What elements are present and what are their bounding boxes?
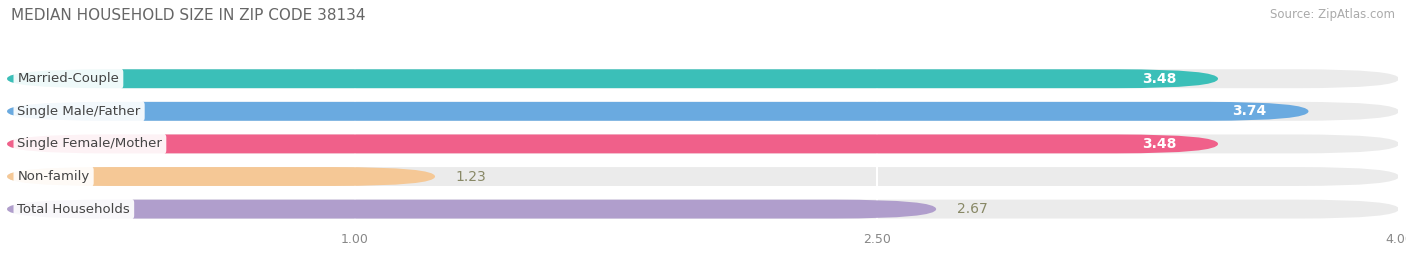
FancyBboxPatch shape <box>7 102 1399 121</box>
Text: Single Female/Mother: Single Female/Mother <box>17 137 162 150</box>
FancyBboxPatch shape <box>7 69 1218 88</box>
FancyBboxPatch shape <box>7 200 936 218</box>
Text: 3.48: 3.48 <box>1142 72 1177 86</box>
FancyBboxPatch shape <box>7 167 434 186</box>
FancyBboxPatch shape <box>7 134 1218 153</box>
FancyBboxPatch shape <box>7 69 1399 88</box>
FancyBboxPatch shape <box>7 200 1399 218</box>
Text: 1.23: 1.23 <box>456 169 486 183</box>
FancyBboxPatch shape <box>7 102 1309 121</box>
Text: Single Male/Father: Single Male/Father <box>17 105 141 118</box>
Text: 2.67: 2.67 <box>957 202 988 216</box>
Text: Source: ZipAtlas.com: Source: ZipAtlas.com <box>1270 8 1395 21</box>
Text: MEDIAN HOUSEHOLD SIZE IN ZIP CODE 38134: MEDIAN HOUSEHOLD SIZE IN ZIP CODE 38134 <box>11 8 366 23</box>
FancyBboxPatch shape <box>7 167 1399 186</box>
Text: 3.74: 3.74 <box>1233 104 1267 118</box>
Text: 3.48: 3.48 <box>1142 137 1177 151</box>
FancyBboxPatch shape <box>7 134 1399 153</box>
Text: Married-Couple: Married-Couple <box>17 72 120 85</box>
Text: Total Households: Total Households <box>17 203 131 215</box>
Text: Non-family: Non-family <box>17 170 90 183</box>
